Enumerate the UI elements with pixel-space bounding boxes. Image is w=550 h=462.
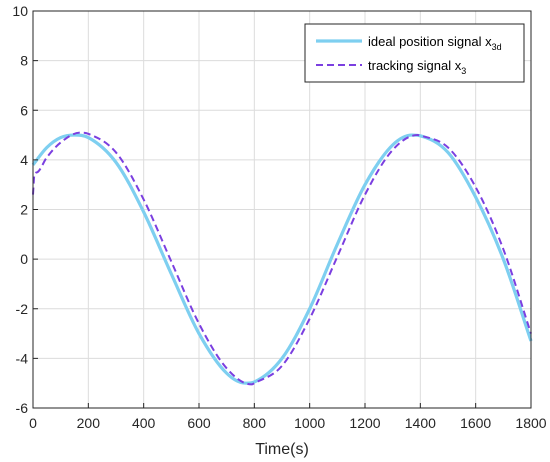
x-tick-label-5: 1000 [294,415,325,431]
x-tick-label-2: 400 [132,415,156,431]
y-tick-label-3: 0 [20,251,28,267]
x-tick-label-0: 0 [29,415,37,431]
legend: ideal position signal x3d tracking signal… [304,23,525,83]
legend-box [304,23,525,83]
y-tick-label-1: -4 [16,350,29,366]
y-tick-label-2: -2 [16,301,29,317]
y-tick-label-7: 8 [20,53,28,69]
x-tick-label-1: 200 [77,415,101,431]
y-tick-label-6: 6 [20,102,28,118]
y-tick-label-5: 4 [20,152,28,168]
x-tick-label-7: 1400 [405,415,436,431]
x-tick-label-8: 1600 [460,415,491,431]
x-tick-label-4: 800 [243,415,267,431]
x-tick-label-3: 600 [187,415,211,431]
y-tick-label-0: -6 [16,400,29,416]
legend-label-0: ideal position signal x3d [368,34,502,52]
y-tick-label-8: 10 [12,3,28,19]
series-line-tracking [32,131,532,386]
series-line-ideal [31,133,533,385]
x-tick-label-6: 1200 [349,415,380,431]
x-axis-label: Time(s) [255,441,309,458]
x-tick-label-9: 1800 [515,415,546,431]
legend-label-1: tracking signal x3 [368,58,466,76]
y-tick-label-4: 2 [20,202,28,218]
series-layer [31,131,533,386]
ticks: 0 200 400 600 800 1000 1200 1400 1600 1800 -6 -4 -2 0… [12,3,546,431]
